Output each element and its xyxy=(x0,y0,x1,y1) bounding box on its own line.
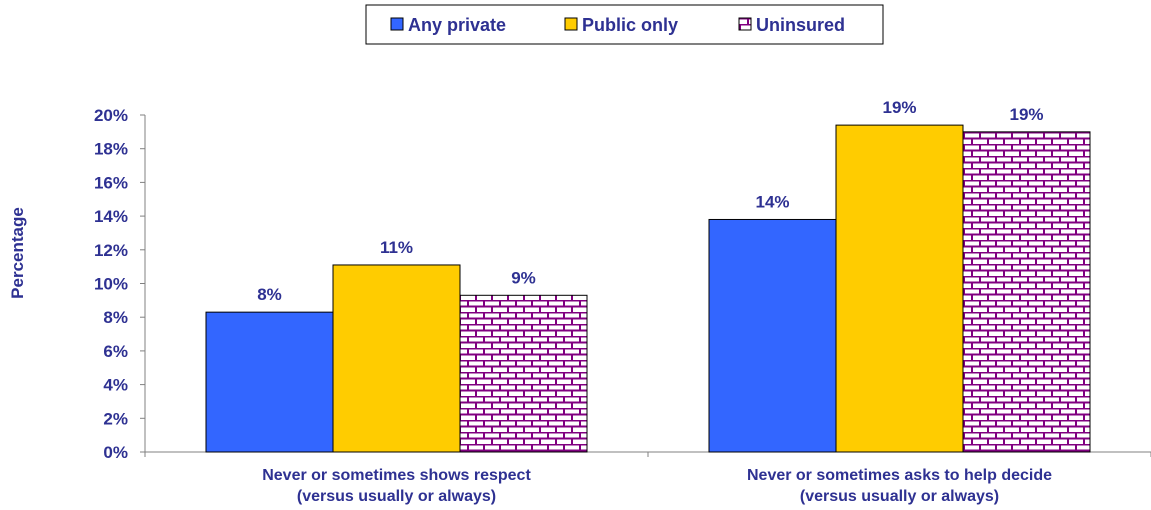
y-tick-label: 20% xyxy=(94,106,128,125)
bar xyxy=(962,131,1091,453)
legend-label: Any private xyxy=(408,15,506,35)
legend: Any private Public only Uninsured xyxy=(365,4,884,45)
y-tick-label: 2% xyxy=(103,409,128,428)
y-axis-title: Percentage xyxy=(8,207,27,299)
legend-label: Public only xyxy=(582,15,678,35)
x-category-label: Never or sometimes asks to help decide xyxy=(747,467,1052,484)
data-label: 11% xyxy=(380,238,413,257)
y-tick-label: 6% xyxy=(103,342,128,361)
y-tick-label: 14% xyxy=(94,207,128,226)
bar xyxy=(459,294,588,453)
y-tick-label: 4% xyxy=(103,376,128,395)
legend-swatch xyxy=(738,17,752,31)
bar xyxy=(708,218,837,453)
data-label: 9% xyxy=(511,268,536,287)
x-category-label: (versus usually or always) xyxy=(800,488,999,505)
y-tick-label: 12% xyxy=(94,241,128,260)
x-category-label: (versus usually or always) xyxy=(297,488,496,505)
legend-box xyxy=(365,4,884,45)
data-label: 19% xyxy=(1009,105,1043,124)
x-category-label: Never or sometimes shows respect xyxy=(262,467,531,484)
data-label: 8% xyxy=(257,285,282,304)
data-label: 19% xyxy=(882,98,916,117)
legend-swatch xyxy=(564,17,578,31)
legend-label: Uninsured xyxy=(756,15,845,35)
y-tick-label: 16% xyxy=(94,173,128,192)
y-tick-label: 10% xyxy=(94,275,128,294)
y-tick-label: 8% xyxy=(103,308,128,327)
y-tick-label: 0% xyxy=(103,443,128,462)
data-label: 14% xyxy=(755,192,789,211)
y-tick-label: 18% xyxy=(94,140,128,159)
legend-swatch xyxy=(390,17,404,31)
bar xyxy=(205,311,334,453)
bar xyxy=(332,264,461,453)
bar xyxy=(835,124,964,453)
